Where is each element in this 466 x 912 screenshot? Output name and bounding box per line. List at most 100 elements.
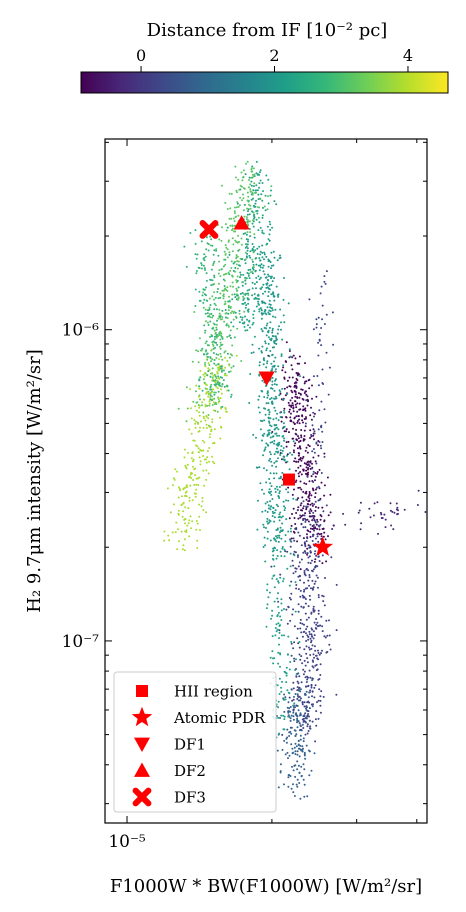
data-point (279, 717, 281, 719)
data-point (312, 328, 315, 331)
data-point (323, 531, 326, 534)
data-point (273, 295, 276, 298)
data-point (379, 511, 382, 514)
data-point (307, 605, 310, 608)
data-point (328, 619, 330, 622)
data-point (216, 379, 219, 382)
data-point (258, 269, 261, 272)
data-point (326, 476, 329, 479)
data-point (198, 337, 201, 340)
data-point (277, 600, 280, 603)
data-point (299, 457, 302, 460)
data-point (257, 302, 260, 305)
data-point (180, 530, 183, 533)
data-point (288, 735, 291, 737)
data-point (277, 700, 280, 703)
data-point (265, 442, 268, 445)
data-point (309, 562, 312, 565)
data-point (228, 335, 231, 338)
data-point (306, 547, 309, 550)
data-point (315, 441, 318, 444)
data-point (256, 247, 259, 250)
data-point (237, 205, 240, 208)
data-point (284, 394, 287, 397)
data-point (195, 349, 198, 352)
data-point (295, 469, 297, 472)
data-point (292, 715, 295, 718)
data-point (270, 387, 273, 390)
data-point (184, 494, 187, 497)
data-point (214, 391, 217, 394)
data-point (242, 197, 245, 200)
data-point (302, 500, 305, 503)
data-point (292, 718, 295, 721)
data-point (231, 237, 234, 240)
data-point (293, 539, 296, 542)
data-point (302, 668, 305, 671)
data-point (185, 529, 188, 532)
data-point (278, 629, 281, 632)
data-point (211, 244, 214, 247)
data-point (320, 424, 323, 427)
data-point (270, 275, 272, 278)
data-point (220, 355, 223, 358)
data-point (299, 738, 302, 741)
data-point (318, 653, 321, 656)
data-point (277, 328, 280, 331)
data-point (287, 715, 290, 718)
data-point (301, 622, 304, 625)
data-point (309, 637, 312, 640)
data-point (315, 574, 318, 577)
data-point (230, 267, 233, 269)
data-point (307, 713, 310, 715)
data-point (284, 696, 287, 699)
data-point (287, 486, 290, 489)
data-point (289, 710, 292, 713)
data-point (194, 420, 197, 423)
data-point (198, 503, 201, 506)
data-point (308, 555, 311, 558)
data-point (197, 266, 200, 269)
data-point (250, 352, 253, 354)
data-point (278, 490, 281, 493)
data-point (211, 376, 214, 379)
data-point (293, 660, 296, 663)
data-point (247, 308, 250, 311)
data-point (230, 217, 233, 220)
data-point (267, 238, 270, 241)
data-point (289, 730, 292, 733)
data-point (220, 239, 223, 242)
data-point (255, 184, 258, 187)
data-point (264, 560, 267, 563)
data-point (294, 400, 296, 403)
data-point (262, 546, 265, 548)
data-point (266, 362, 268, 365)
data-point (199, 376, 202, 379)
data-point (259, 179, 262, 182)
data-point (310, 686, 313, 689)
data-point (232, 312, 235, 314)
data-point (286, 622, 289, 625)
data-point (303, 569, 306, 572)
data-point (303, 751, 306, 754)
data-point (312, 473, 315, 476)
data-point (277, 365, 280, 368)
data-point (231, 293, 234, 296)
data-point (290, 537, 293, 540)
data-point (281, 427, 284, 430)
data-point (274, 356, 277, 359)
data-point (228, 356, 231, 359)
data-point (238, 248, 241, 251)
data-point (265, 527, 267, 529)
data-point (239, 271, 242, 274)
data-point (277, 419, 280, 422)
data-point (261, 379, 264, 382)
data-point (250, 170, 253, 173)
data-point (213, 323, 216, 326)
data-point (279, 763, 282, 766)
square-marker (282, 473, 295, 486)
data-point (302, 595, 305, 598)
data-point (235, 315, 237, 318)
data-point (309, 676, 312, 679)
data-point (293, 641, 296, 644)
